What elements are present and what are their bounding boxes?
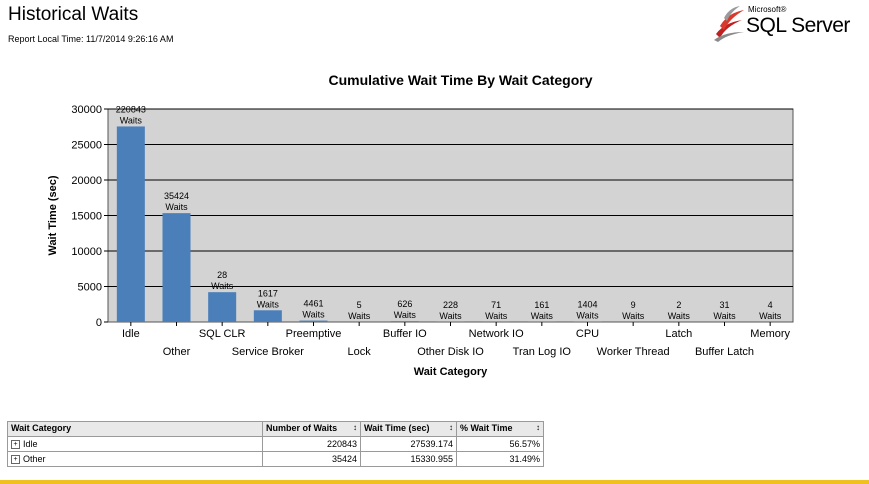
- x-axis-label: Wait Category: [414, 366, 488, 378]
- column-header-wait-time[interactable]: ↕ Wait Time (sec): [360, 421, 457, 437]
- row-category: Idle: [23, 438, 38, 449]
- data-label-count: 5: [357, 300, 362, 310]
- bar: [299, 320, 328, 322]
- x-tick-label: Memory: [750, 328, 790, 340]
- x-tick-label: Network IO: [469, 328, 524, 340]
- bar: [253, 310, 282, 322]
- y-tick-label: 5000: [78, 282, 102, 294]
- bar: [390, 321, 419, 322]
- y-axis-label: Wait Time (sec): [47, 175, 59, 255]
- data-label-unit: Waits: [668, 311, 691, 321]
- column-header-pct-wait-time[interactable]: ↕% Wait Time: [456, 421, 544, 437]
- sql-server-logo: Microsoft® SQL Server: [712, 4, 862, 44]
- data-label-count: 1404: [577, 299, 597, 309]
- data-label-unit: Waits: [394, 310, 417, 320]
- expand-icon[interactable]: +: [11, 455, 20, 465]
- data-label-unit: Waits: [211, 281, 234, 291]
- table-header-row: Wait Category ↕ Number of Waits ↕ Wait Tim…: [7, 421, 544, 437]
- wait-category-table: Wait Category ↕ Number of Waits ↕ Wait Tim…: [7, 421, 544, 467]
- table-row: + Other 35424 15330.955 31.49%: [7, 451, 544, 467]
- data-label-unit: Waits: [120, 115, 143, 125]
- y-tick-label: 30000: [71, 104, 102, 116]
- data-label-unit: Waits: [165, 202, 188, 212]
- y-tick-label: 15000: [71, 211, 102, 223]
- data-label-unit: Waits: [257, 299, 280, 309]
- expand-icon[interactable]: +: [11, 440, 20, 450]
- data-label-count: 2: [676, 300, 681, 310]
- report-local-time: Report Local Time: 11/7/2014 9:26:16 AM: [8, 34, 174, 44]
- row-wait-time: 27539.174: [360, 436, 457, 452]
- row-category: Other: [23, 453, 46, 464]
- data-label-unit: Waits: [576, 310, 599, 320]
- y-tick-label: 25000: [71, 140, 102, 152]
- row-waits: 220843: [262, 436, 361, 452]
- data-label-unit: Waits: [485, 311, 508, 321]
- data-label-count: 161: [534, 300, 549, 310]
- x-tick-label: Other: [163, 346, 191, 358]
- data-label-count: 31: [719, 300, 729, 310]
- logo-microsoft-text: Microsoft®: [748, 5, 787, 14]
- data-label-count: 71: [491, 300, 501, 310]
- chart-title: Cumulative Wait Time By Wait Category: [329, 72, 593, 88]
- report-title: Historical Waits: [8, 4, 139, 25]
- data-label-count: 220843: [116, 104, 146, 114]
- y-tick-label: 20000: [71, 175, 102, 187]
- data-label-count: 4461: [303, 299, 323, 309]
- y-tick-label: 0: [96, 317, 102, 329]
- x-tick-label: SQL CLR: [199, 328, 246, 340]
- x-tick-label: CPU: [576, 328, 599, 340]
- bottom-accent-bar: [0, 480, 869, 484]
- data-label-count: 28: [217, 270, 227, 280]
- x-tick-label: Latch: [665, 328, 692, 340]
- data-label-unit: Waits: [759, 311, 782, 321]
- data-label-count: 228: [443, 300, 458, 310]
- x-tick-label: Preemptive: [286, 328, 342, 340]
- x-tick-label: Idle: [122, 328, 140, 340]
- sql-server-logo-icon: [714, 6, 744, 42]
- logo-product-text: SQL Server: [746, 14, 850, 37]
- bar: [116, 126, 145, 322]
- bar: [208, 292, 237, 322]
- row-pct: 56.57%: [456, 436, 544, 452]
- sort-icon[interactable]: ↕: [449, 423, 453, 432]
- row-waits: 35424: [262, 451, 361, 467]
- data-label-unit: Waits: [531, 311, 554, 321]
- data-label-unit: Waits: [302, 310, 325, 320]
- x-tick-label: Buffer IO: [383, 328, 427, 340]
- sort-icon[interactable]: ↕: [536, 423, 540, 432]
- data-label-unit: Waits: [622, 311, 645, 321]
- x-tick-label: Other Disk IO: [417, 346, 484, 358]
- x-tick-label: Worker Thread: [597, 346, 670, 358]
- data-label-count: 35424: [164, 191, 189, 201]
- x-tick-label: Lock: [348, 346, 372, 358]
- column-header-wait-category[interactable]: Wait Category: [7, 421, 263, 437]
- data-label-count: 4: [768, 300, 773, 310]
- data-label-unit: Waits: [439, 311, 462, 321]
- row-wait-time: 15330.955: [360, 451, 457, 467]
- y-tick-label: 10000: [71, 246, 102, 258]
- bar: [162, 213, 191, 322]
- wait-time-bar-chart: Cumulative Wait Time By Wait Category 0 50…: [47, 72, 794, 378]
- table-row: + Idle 220843 27539.174 56.57%: [7, 436, 544, 452]
- data-label-count: 626: [397, 299, 412, 309]
- data-label-unit: Waits: [348, 311, 371, 321]
- x-tick-label: Buffer Latch: [695, 346, 754, 358]
- data-label-count: 1617: [258, 288, 278, 298]
- row-pct: 31.49%: [456, 451, 544, 467]
- column-header-number-of-waits[interactable]: ↕ Number of Waits: [262, 421, 361, 437]
- x-tick-label: Tran Log IO: [513, 346, 572, 358]
- data-label-unit: Waits: [713, 311, 736, 321]
- x-tick-label: Service Broker: [232, 346, 304, 358]
- data-label-count: 9: [631, 300, 636, 310]
- sort-icon[interactable]: ↕: [353, 423, 357, 432]
- bar: [573, 321, 602, 322]
